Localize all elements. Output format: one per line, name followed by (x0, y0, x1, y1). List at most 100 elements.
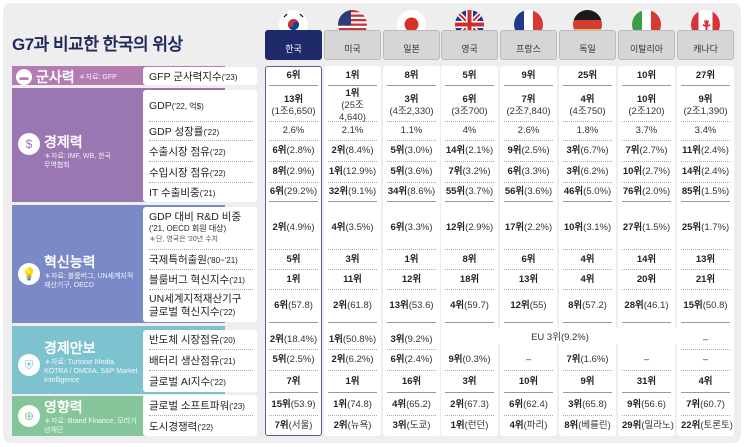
cell-gfp: 25위 (563, 67, 612, 86)
country-tab-1[interactable]: 미국 (324, 30, 381, 60)
country-tab-2[interactable]: 일본 (383, 30, 440, 60)
cell-export: 2위(8.4%) (328, 141, 377, 162)
country-tab-5[interactable]: 독일 (559, 30, 616, 60)
cell-ai: 16위 (387, 371, 436, 393)
metric-semiconductor: 반도체 시장점유('20) (149, 330, 253, 350)
cell-import: 5위(3.6%) (387, 162, 436, 183)
cell-wipo: 8위(57.2) (563, 290, 612, 323)
cell-growth: 2.1% (328, 122, 377, 141)
cell-import: 7위(3.2%) (445, 162, 494, 183)
metric-battery: 배터리 생산점유('21) (149, 350, 253, 371)
cell-soft: 2위(67.3) (445, 395, 494, 416)
cell-semi: 3위(9.2%) (387, 330, 436, 350)
cell-battery: 7위(1.6%) (563, 350, 612, 371)
category-economy: 경제력 ＊자료: IMF, WB, 한국무역협회 (44, 134, 111, 169)
cell-export: 5위(3.0%) (387, 141, 436, 162)
cell-soft: 9위(56.6) (622, 395, 671, 416)
cell-city: 7위(서울) (274, 420, 313, 431)
cell-soft: 7위(60.7) (681, 395, 730, 416)
cell-import: 1위(12.9%) (328, 162, 377, 183)
cell-city: 8위(베를린) (564, 420, 611, 431)
country-tab-6[interactable]: 이탈리아 (618, 30, 675, 60)
cell-city: 2위(뉴욕) (333, 420, 372, 431)
cell-soft: 1위(74.8) (328, 395, 377, 416)
cell-it: 56위(3.6%) (504, 183, 553, 202)
cell-gdp: 6위 (3조700) (445, 90, 494, 122)
metric-import-share: 수입시장 점유('22) (149, 162, 253, 183)
cell-soft: 15위(53.9) (269, 395, 318, 416)
country-column-3 (441, 66, 498, 436)
cell-patent: 13위 (681, 250, 730, 270)
country-column-6 (618, 66, 675, 436)
cell-export: 3위(6.7%) (563, 141, 612, 162)
cell-it: 55위(3.7%) (445, 183, 494, 202)
cell-ai: 1위 (328, 371, 377, 393)
cell-patent: 5위 (269, 250, 318, 270)
cell-export: 14위(2.1%) (445, 141, 494, 162)
cell-wipo: 28위(46.1) (622, 290, 671, 323)
shield-icon: ⛨ (18, 354, 40, 376)
cell-gfp: 10위 (622, 67, 671, 86)
france-flag-icon (514, 10, 543, 39)
cell-export: 9위(2.5%) (504, 141, 553, 162)
cell-export: 7위(2.7%) (622, 141, 671, 162)
cell-rnd: 2위(4.9%) (269, 207, 318, 250)
country-column-2 (383, 66, 440, 436)
country-column-0 (265, 66, 322, 436)
country-tab-3[interactable]: 영국 (441, 30, 498, 60)
metric-bloomberg: 블룸버그 혁신지수('21) (149, 270, 253, 290)
cell-ai: 9위 (563, 371, 612, 393)
lightbulb-icon: 💡 (18, 263, 40, 285)
country-column-5 (559, 66, 616, 436)
cell-bloomberg: 1위 (269, 270, 318, 290)
cell-battery: – (622, 350, 671, 371)
metric-gdp: GDP('22, 억$) (149, 90, 253, 122)
cell-growth: 2.6% (269, 122, 318, 141)
globe-icon: ⊕ (18, 405, 40, 427)
cell-gdp: 9위 (2조1,390) (681, 90, 730, 122)
cell-bloomberg: 21위 (681, 270, 730, 290)
cell-wipo: 6위(57.8) (269, 290, 318, 323)
cell-ai: 31위 (622, 371, 671, 393)
metric-soft-power: 글로벌 소프트파워('23) (149, 395, 253, 416)
cell-rnd: 4위(3.5%) (328, 207, 377, 250)
cell-semi: – (681, 330, 730, 350)
cell-wipo: 13위(53.6) (387, 290, 436, 323)
cell-export: 11위(2.4%) (681, 141, 730, 162)
cell-gfp: 9위 (504, 67, 553, 86)
country-tab-0[interactable]: 한국 (265, 30, 322, 60)
cell-import: 8위(2.9%) (269, 162, 318, 183)
country-tab-4[interactable]: 프랑스 (500, 30, 557, 60)
cell-rnd: 10위(3.1%) (563, 207, 612, 250)
cell-ai: 3위 (445, 371, 494, 393)
metric-rnd: GDP 대비 R&D 비중 ('21, OECD 회원 대상) ＊단, 영국은 … (149, 207, 253, 250)
cell-city: 3위(도쿄) (392, 420, 431, 431)
cell-patent: 1위 (387, 250, 436, 270)
cell-soft: 3위(65.8) (563, 395, 612, 416)
cell-ai: 4위 (681, 371, 730, 393)
metric-card-economy: GDP('22, 억$) GDP 성장률('22) 수출시장 점유('22) 수… (143, 90, 257, 202)
cell-growth: 3.7% (622, 122, 671, 141)
cell-battery: 9위(0.3%) (445, 350, 494, 371)
category-influence: 영향력 ＊자료: Brand Finance, 모리기념재단 (44, 399, 137, 434)
metric-card-innovation: GDP 대비 R&D 비중 ('21, OECD 회원 대상) ＊단, 영국은 … (143, 207, 257, 322)
cell-gfp: 8위 (387, 67, 436, 86)
cell-battery: 2위(6.2%) (328, 350, 377, 371)
cell-bloomberg: 13위 (504, 270, 553, 290)
cell-bloomberg: 11위 (328, 270, 377, 290)
cell-gfp: 1위 (328, 67, 377, 86)
country-tab-7[interactable]: 캐나다 (677, 30, 734, 60)
cell-patent: 6위 (504, 250, 553, 270)
cell-bloomberg: 4위 (563, 270, 612, 290)
cell-gdp: 3위 (4조2,330) (387, 90, 436, 122)
country-column-7 (677, 66, 734, 436)
cell-gdp: 7위 (2조7,840) (504, 90, 553, 122)
cell-semiconductor-eu: EU 3위(9.2%) (441, 328, 679, 344)
cell-rnd: 6위(3.3%) (387, 207, 436, 250)
cell-city: 22위(토론토) (681, 420, 733, 431)
category-innovation: 혁신능력 ＊자료: 블룸버그, UN세계지적재산기구, OECD (44, 254, 134, 289)
cell-export: 6위(2.8%) (269, 141, 318, 162)
cell-bloomberg: 18위 (445, 270, 494, 290)
cell-it: 85위(1.5%) (681, 183, 730, 202)
country-column-1 (324, 66, 381, 436)
